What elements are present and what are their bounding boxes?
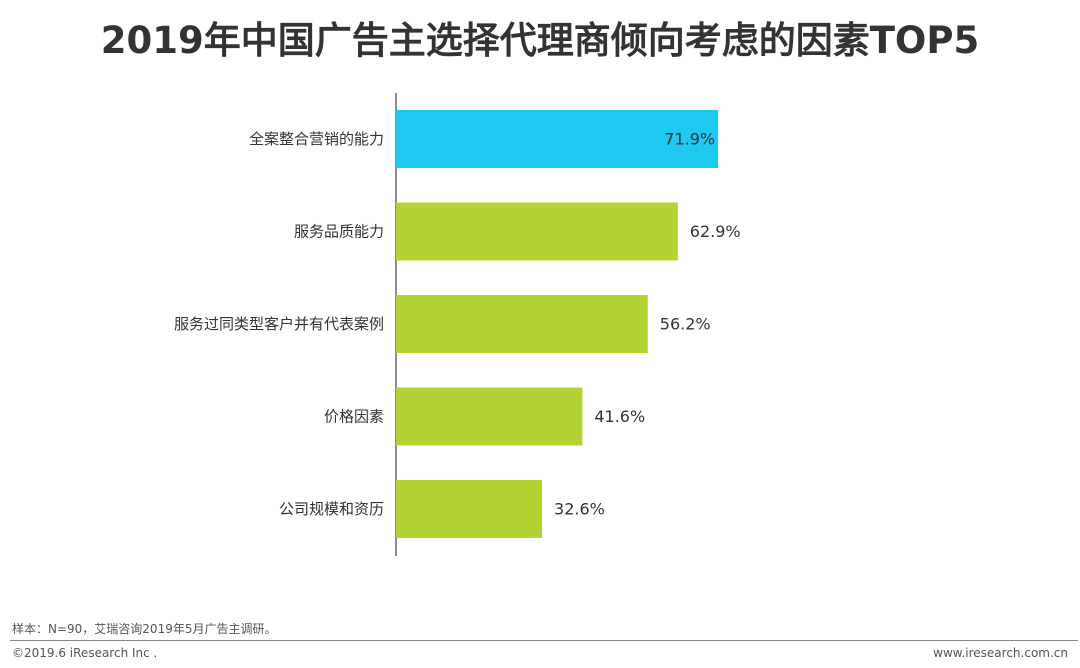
bar-5	[396, 480, 543, 538]
website-link[interactable]: www.iresearch.com.cn	[933, 646, 1068, 660]
category-label-3: 服务过同类型客户并有代表案例	[174, 315, 384, 333]
copyright-text: ©2019.6 iResearch Inc .	[12, 646, 158, 660]
category-label-1: 全案整合营销的能力	[249, 130, 384, 148]
footer-divider	[10, 640, 1078, 641]
sample-note: 样本：N=90，艾瑞咨询2019年5月广告主调研。	[12, 622, 277, 636]
bar-3	[396, 295, 648, 353]
category-label-5: 公司规模和资历	[279, 500, 384, 518]
category-label-2: 服务品质能力	[294, 223, 384, 241]
bar-1	[396, 110, 719, 168]
value-label-4: 41.6%	[594, 407, 645, 426]
bar-4	[396, 387, 583, 446]
category-label-4: 价格因素	[324, 408, 384, 426]
bar-2	[396, 202, 678, 261]
value-label-1: 71.9%	[664, 130, 715, 149]
chart-title: 2019年中国广告主选择代理商倾向考虑的因素TOP5	[100, 19, 980, 62]
value-label-2: 62.9%	[690, 222, 741, 241]
horizontal-bar-chart: 全案整合营销的能力 71.9% 服务品质能力 62.9% 服务过同类型客户并有代表案例 5…	[174, 93, 741, 556]
value-label-3: 56.2%	[660, 315, 711, 334]
value-label-5: 32.6%	[554, 500, 605, 519]
